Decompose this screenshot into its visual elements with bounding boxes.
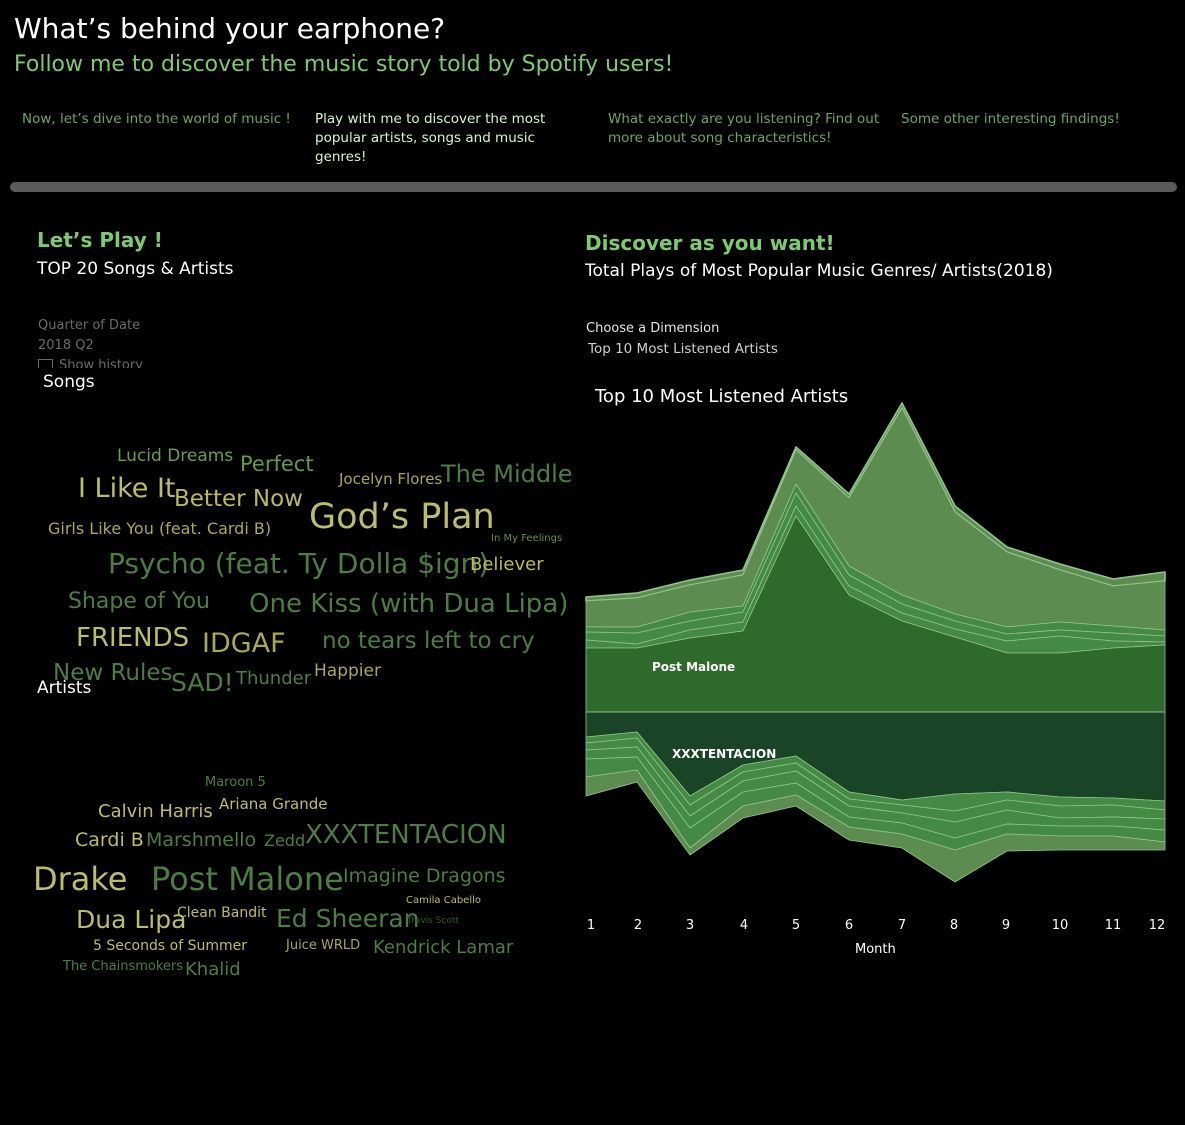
song-word[interactable]: One Kiss (with Dua Lipa): [249, 589, 569, 619]
nav-story-point-4[interactable]: Some other interesting findings!: [901, 111, 1120, 127]
x-tick-label: 10: [1052, 918, 1069, 933]
artist-word[interactable]: Imagine Dragons: [343, 865, 506, 887]
song-word[interactable]: God’s Plan: [309, 497, 495, 537]
x-tick-label: 5: [792, 918, 800, 933]
nav-story-point-3[interactable]: What exactly are you listening? Find out…: [608, 111, 880, 146]
artist-word[interactable]: Travis Scott: [407, 916, 459, 926]
stream-band[interactable]: [585, 769, 1166, 883]
x-tick-label: 7: [898, 918, 906, 933]
quarter-filter-label: Quarter of Date: [38, 318, 141, 333]
artist-word[interactable]: Ariana Grande: [219, 795, 328, 813]
song-word[interactable]: In My Feelings: [491, 533, 563, 544]
x-axis-title: Month: [855, 942, 896, 957]
song-word[interactable]: Better Now: [174, 486, 303, 512]
band-annotation: Post Malone: [652, 660, 735, 674]
chart-title: Top 10 Most Listened Artists: [595, 386, 849, 407]
artists-section-label: Artists: [37, 678, 92, 698]
artist-word[interactable]: Clean Bandit: [177, 905, 267, 921]
x-tick-label: 11: [1105, 918, 1122, 933]
band-annotation: XXXTENTACION: [672, 747, 776, 761]
song-word[interactable]: Thunder: [236, 668, 312, 689]
artist-word[interactable]: 5 Seconds of Summer: [93, 938, 247, 954]
song-word[interactable]: Perfect: [240, 452, 314, 476]
artist-word[interactable]: XXXTENTACION: [305, 820, 507, 850]
artist-word[interactable]: Ed Sheeran: [276, 904, 420, 933]
artist-word[interactable]: Zedd: [264, 831, 306, 850]
artist-word[interactable]: Post Malone: [151, 860, 344, 898]
x-tick-label: 9: [1002, 918, 1010, 933]
artist-word[interactable]: The Chainsmokers: [63, 959, 184, 974]
dimension-selector-label: Choose a Dimension: [586, 321, 720, 336]
dashboard-title: What’s behind your earphone?: [14, 12, 446, 45]
artist-word[interactable]: Dua Lipa: [76, 905, 187, 934]
x-tick-label: 3: [686, 918, 694, 933]
dashboard-subtitle: Follow me to discover the music story to…: [14, 52, 674, 77]
x-tick-label: 6: [845, 918, 853, 933]
x-tick-label: 8: [950, 918, 958, 933]
song-word[interactable]: Girls Like You (feat. Cardi B): [48, 519, 272, 538]
song-word[interactable]: The Middle: [441, 460, 573, 488]
artist-word[interactable]: Cardi B: [75, 829, 144, 851]
quarter-filter-value[interactable]: 2018 Q2: [38, 338, 94, 353]
nav-story-point-2-active[interactable]: Play with me to discover the most popula…: [315, 111, 546, 165]
artist-word[interactable]: Marshmello: [146, 829, 257, 851]
x-tick-label: 4: [740, 918, 748, 933]
story-progress-bar: [10, 182, 1177, 192]
artist-word[interactable]: Khalid: [185, 959, 241, 980]
song-word[interactable]: Lucid Dreams: [117, 446, 234, 466]
artist-word[interactable]: Kendrick Lamar: [373, 937, 514, 958]
x-tick-label: 2: [634, 918, 642, 933]
song-word[interactable]: Believer: [470, 554, 544, 575]
artist-word[interactable]: Juice WRLD: [286, 938, 361, 953]
show-history-label: Show history: [59, 358, 143, 368]
right-panel-title: Discover as you want!: [585, 231, 835, 255]
song-word[interactable]: no tears left to cry: [322, 628, 535, 654]
x-tick-label: 12: [1149, 918, 1166, 933]
nav-story-point-1[interactable]: Now, let’s dive into the world of music …: [22, 111, 291, 127]
songs-section-label: Songs: [43, 372, 95, 392]
song-word[interactable]: Happier: [314, 661, 381, 681]
song-word[interactable]: SAD!: [171, 668, 234, 697]
artist-word[interactable]: Camila Cabello: [406, 895, 481, 906]
song-word[interactable]: FRIENDS: [76, 623, 190, 653]
right-panel-subtitle: Total Plays of Most Popular Music Genres…: [585, 261, 1053, 281]
song-word[interactable]: IDGAF: [202, 628, 286, 659]
dimension-selector[interactable]: Top 10 Most Listened Artists: [588, 341, 778, 357]
song-word[interactable]: Jocelyn Flores: [339, 470, 443, 488]
show-history-toggle[interactable]: Show history: [38, 358, 178, 368]
left-panel-title: Let’s Play !: [37, 228, 163, 252]
artist-word[interactable]: Drake: [33, 860, 128, 898]
artist-word[interactable]: Calvin Harris: [98, 801, 213, 822]
artist-word[interactable]: Maroon 5: [205, 775, 266, 790]
show-history-checkbox[interactable]: [38, 359, 53, 368]
song-word[interactable]: Shape of You: [68, 589, 211, 614]
song-word[interactable]: Psycho (feat. Ty Dolla $ign): [108, 547, 490, 580]
song-word[interactable]: New Rules: [53, 660, 173, 686]
x-tick-label: 1: [587, 918, 595, 933]
left-panel-subtitle: TOP 20 Songs & Artists: [37, 259, 234, 279]
song-word[interactable]: I Like It: [78, 473, 176, 504]
